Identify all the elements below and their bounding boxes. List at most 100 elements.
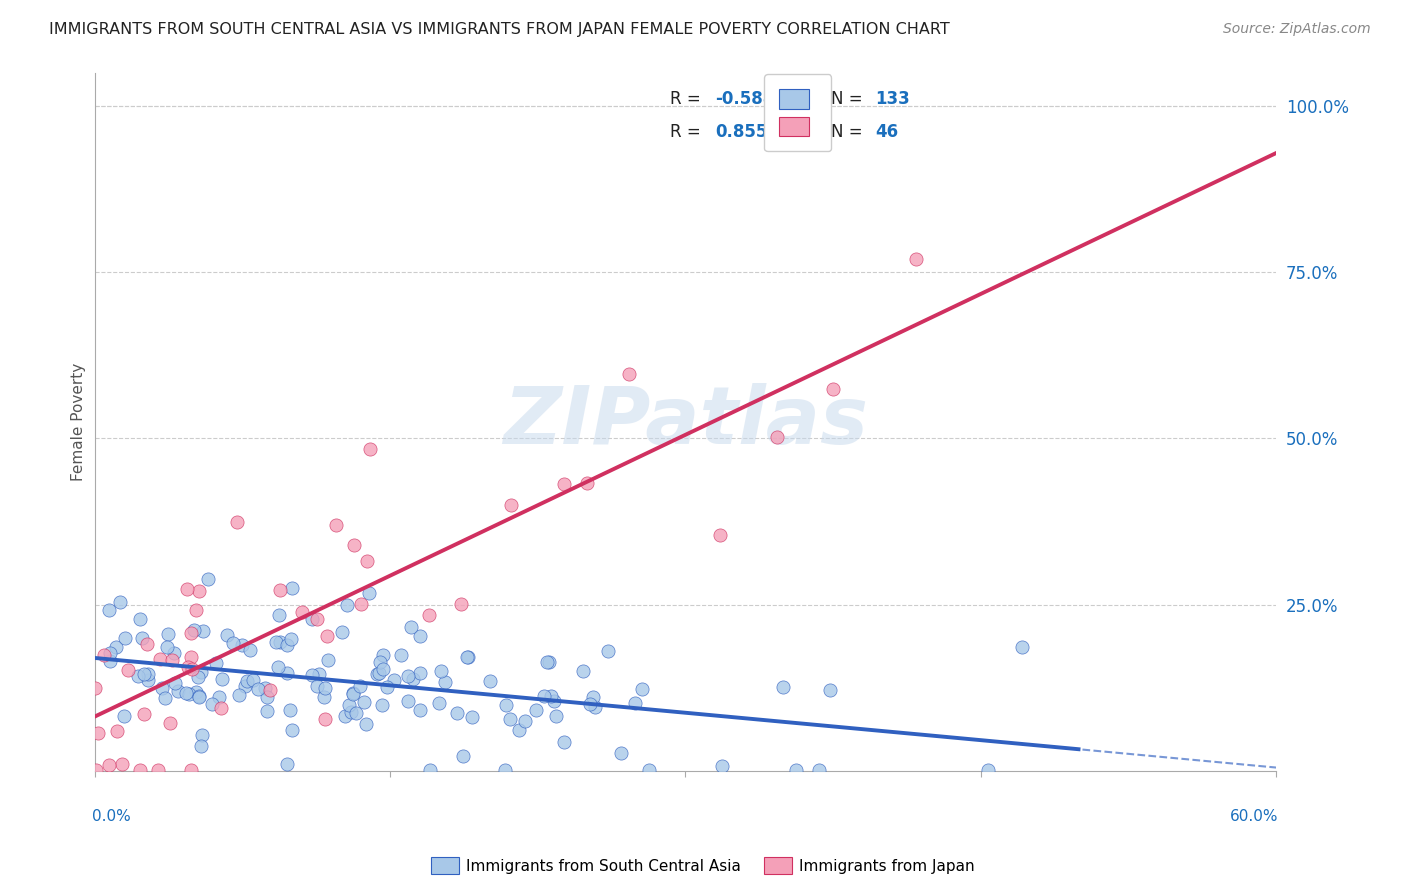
Point [276, 665, 298, 680]
Point [821, 383, 844, 397]
Point [205, 657, 228, 671]
Point [129, 763, 152, 777]
Point [186, 684, 208, 698]
Point [495, 698, 517, 712]
Point [638, 763, 661, 777]
Point [191, 624, 214, 638]
Point [508, 723, 530, 738]
Point [314, 712, 336, 726]
Point [84, 681, 107, 695]
Point [375, 680, 398, 694]
Point [146, 763, 169, 777]
Point [197, 572, 219, 586]
Point [330, 624, 353, 639]
Point [325, 518, 347, 533]
Point [1011, 640, 1033, 654]
Point [186, 602, 208, 616]
Point [450, 597, 472, 611]
Point [382, 673, 405, 687]
Point [228, 689, 250, 703]
Point [905, 252, 928, 266]
Point [456, 650, 478, 665]
Point [524, 703, 547, 717]
Text: R =: R = [671, 90, 706, 108]
Point [446, 706, 468, 720]
Point [478, 674, 501, 689]
Point [418, 607, 440, 622]
Point [131, 631, 153, 645]
Text: ZIPatlas: ZIPatlas [503, 383, 868, 461]
Point [354, 716, 377, 731]
Point [276, 756, 298, 771]
Point [359, 442, 381, 456]
Point [281, 581, 304, 595]
Point [301, 668, 323, 682]
Point [267, 608, 290, 623]
Point [543, 694, 565, 708]
Text: 0.0%: 0.0% [93, 809, 131, 824]
Point [807, 763, 830, 777]
Point [105, 640, 128, 654]
Text: Source: ZipAtlas.com: Source: ZipAtlas.com [1223, 22, 1371, 37]
Point [183, 624, 205, 638]
Point [631, 681, 654, 696]
Point [176, 660, 198, 674]
Point [536, 656, 558, 670]
Point [318, 653, 340, 667]
Point [269, 583, 291, 598]
Point [401, 672, 423, 686]
Point [266, 634, 288, 648]
Point [401, 620, 423, 634]
Point [235, 674, 257, 689]
Point [160, 653, 183, 667]
Point [408, 703, 430, 717]
Point [276, 638, 298, 652]
Point [373, 648, 395, 663]
Point [181, 662, 204, 676]
Point [333, 709, 356, 723]
Point [111, 757, 134, 772]
Point [371, 698, 394, 713]
Point [711, 759, 734, 773]
Text: R =: R = [671, 123, 711, 141]
Point [314, 681, 336, 695]
Point [366, 667, 388, 681]
Point [572, 665, 595, 679]
Point [315, 629, 337, 643]
Point [242, 673, 264, 687]
Y-axis label: Female Poverty: Female Poverty [72, 363, 86, 481]
Point [430, 664, 453, 678]
Point [371, 662, 394, 676]
Point [785, 763, 807, 777]
Point [256, 704, 278, 718]
Point [419, 763, 441, 777]
Point [533, 690, 555, 704]
Point [301, 611, 323, 625]
Point [256, 690, 278, 704]
Point [117, 663, 139, 677]
Point [187, 670, 209, 684]
Point [281, 723, 304, 738]
Point [540, 690, 562, 704]
Point [150, 681, 173, 695]
Point [98, 646, 121, 660]
Point [307, 679, 329, 693]
Point [136, 636, 159, 650]
Point [179, 687, 201, 701]
Point [134, 707, 156, 722]
Text: 46: 46 [876, 123, 898, 141]
Point [180, 625, 202, 640]
Point [136, 673, 159, 687]
Point [278, 703, 301, 717]
Point [153, 691, 176, 706]
Point [818, 683, 841, 698]
Point [976, 763, 998, 777]
Point [610, 746, 633, 760]
Point [98, 654, 121, 668]
Point [596, 643, 619, 657]
Point [396, 694, 419, 708]
Point [368, 656, 391, 670]
Point [335, 599, 357, 613]
Point [84, 763, 107, 777]
Text: 133: 133 [876, 90, 910, 108]
